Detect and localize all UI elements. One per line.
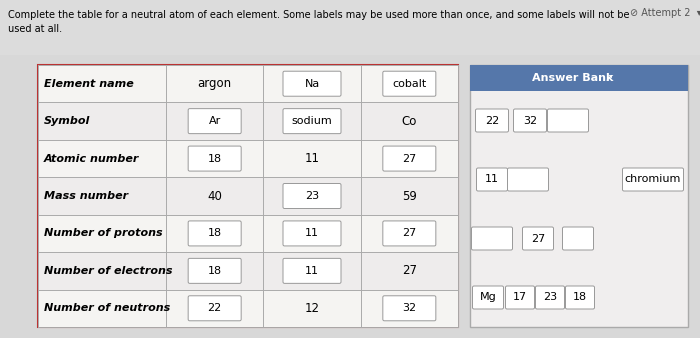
Text: 59: 59 <box>402 190 416 202</box>
FancyBboxPatch shape <box>383 71 436 96</box>
Text: 23: 23 <box>543 292 557 303</box>
Text: 23: 23 <box>305 191 319 201</box>
Bar <box>470 65 688 327</box>
Text: 18: 18 <box>208 228 222 238</box>
Text: 18: 18 <box>208 153 222 164</box>
Text: 27: 27 <box>531 234 545 243</box>
Text: 11: 11 <box>485 174 499 185</box>
Text: ↗: ↗ <box>605 73 613 83</box>
Text: sodium: sodium <box>292 116 332 126</box>
Text: 32: 32 <box>523 116 537 125</box>
FancyBboxPatch shape <box>622 168 683 191</box>
Bar <box>0 0 700 55</box>
FancyBboxPatch shape <box>188 258 241 283</box>
Text: 18: 18 <box>208 266 222 276</box>
Text: Complete the table for a neutral atom of each element. Some labels may be used m: Complete the table for a neutral atom of… <box>8 10 629 20</box>
Bar <box>38 252 458 290</box>
Bar <box>38 215 458 252</box>
Text: 12: 12 <box>304 302 319 315</box>
Text: ⊘ Attempt 2  ▾: ⊘ Attempt 2 ▾ <box>630 8 700 18</box>
Text: 27: 27 <box>402 228 416 238</box>
FancyBboxPatch shape <box>283 184 341 209</box>
FancyBboxPatch shape <box>188 296 241 321</box>
Bar <box>470 65 688 91</box>
Text: Ar: Ar <box>209 116 220 126</box>
FancyBboxPatch shape <box>473 286 503 309</box>
FancyBboxPatch shape <box>283 71 341 96</box>
Text: 40: 40 <box>207 190 222 202</box>
Bar <box>38 65 458 327</box>
FancyBboxPatch shape <box>283 258 341 283</box>
Text: 11: 11 <box>305 228 319 238</box>
Text: Number of neutrons: Number of neutrons <box>44 303 170 313</box>
FancyBboxPatch shape <box>283 108 341 134</box>
Text: Na: Na <box>304 79 320 89</box>
FancyBboxPatch shape <box>508 168 549 191</box>
Text: chromium: chromium <box>625 174 681 185</box>
FancyBboxPatch shape <box>547 109 589 132</box>
FancyBboxPatch shape <box>383 146 436 171</box>
Text: 32: 32 <box>402 303 416 313</box>
Text: 11: 11 <box>305 266 319 276</box>
Bar <box>0 55 700 338</box>
FancyBboxPatch shape <box>283 221 341 246</box>
Text: used at all.: used at all. <box>8 24 62 34</box>
Text: 11: 11 <box>304 152 319 165</box>
Text: 17: 17 <box>513 292 527 303</box>
Text: Atomic number: Atomic number <box>44 153 139 164</box>
Bar <box>38 140 458 177</box>
FancyBboxPatch shape <box>566 286 594 309</box>
FancyBboxPatch shape <box>188 146 241 171</box>
Text: Co: Co <box>402 115 417 128</box>
FancyBboxPatch shape <box>472 227 512 250</box>
FancyBboxPatch shape <box>505 286 535 309</box>
FancyBboxPatch shape <box>188 108 241 134</box>
Text: Answer Bank: Answer Bank <box>532 73 614 83</box>
Bar <box>38 65 458 102</box>
Text: cobalt: cobalt <box>392 79 426 89</box>
Bar <box>38 102 458 140</box>
Text: 22: 22 <box>485 116 499 125</box>
Text: Mass number: Mass number <box>44 191 128 201</box>
Text: Number of protons: Number of protons <box>44 228 162 238</box>
FancyBboxPatch shape <box>383 296 436 321</box>
Text: Element name: Element name <box>44 79 134 89</box>
FancyBboxPatch shape <box>514 109 547 132</box>
Text: 27: 27 <box>402 264 416 277</box>
FancyBboxPatch shape <box>188 221 241 246</box>
Bar <box>38 177 458 215</box>
FancyBboxPatch shape <box>563 227 594 250</box>
Text: Mg: Mg <box>480 292 496 303</box>
FancyBboxPatch shape <box>477 168 508 191</box>
Text: 27: 27 <box>402 153 416 164</box>
Text: Number of electrons: Number of electrons <box>44 266 172 276</box>
FancyBboxPatch shape <box>475 109 508 132</box>
Text: Symbol: Symbol <box>44 116 90 126</box>
FancyBboxPatch shape <box>383 221 436 246</box>
Bar <box>38 290 458 327</box>
Text: argon: argon <box>197 77 232 90</box>
FancyBboxPatch shape <box>536 286 564 309</box>
Text: 22: 22 <box>207 303 222 313</box>
Text: 18: 18 <box>573 292 587 303</box>
FancyBboxPatch shape <box>522 227 554 250</box>
